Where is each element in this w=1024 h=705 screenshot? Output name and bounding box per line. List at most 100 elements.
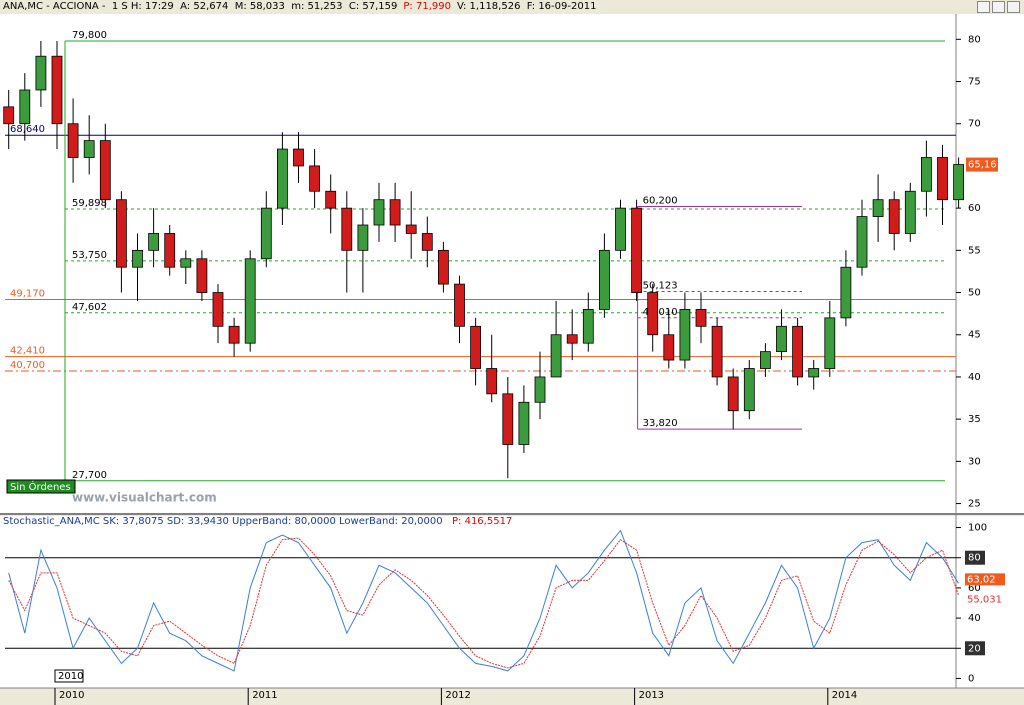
candle-body (293, 148, 304, 167)
candle-body (67, 123, 79, 158)
candle-body (534, 376, 546, 403)
support-label: 40,700 (10, 360, 45, 371)
candle-body (518, 401, 530, 445)
last-value-box (965, 573, 1005, 586)
fib-label: 50,123 (643, 281, 678, 292)
candle-body (260, 207, 272, 260)
candle-body (470, 325, 482, 369)
candle-body (373, 199, 385, 226)
candle-body (116, 199, 127, 268)
candle-body (647, 292, 659, 336)
candle-body (3, 106, 15, 125)
candle-body (164, 233, 176, 268)
candle-body (437, 249, 449, 285)
y-tick-label: 75 (968, 77, 981, 88)
candle-body (421, 233, 433, 251)
y-tick-label: 60 (968, 583, 981, 594)
last-value-box (965, 593, 1005, 606)
candle-body (550, 334, 562, 378)
candle-body (888, 199, 900, 234)
band-box (965, 641, 985, 656)
candle-body (180, 258, 192, 268)
candle-body (454, 283, 465, 327)
y-tick-label: 30 (968, 456, 981, 467)
range-label: 79,800 (72, 30, 107, 41)
header-field: P: 71,990 (403, 1, 451, 12)
y-tick-label: 40 (968, 613, 981, 624)
candle-body (99, 140, 111, 201)
candle-body (405, 224, 417, 234)
candle-body (840, 266, 852, 319)
y-tick-label: 35 (968, 414, 981, 425)
window-buttons (977, 1, 1020, 13)
watermark: www.visualchart.com (72, 491, 217, 505)
stoch-title: Stochastic_ANA,MC SK: 37,8075 SD: 33,943… (3, 516, 443, 527)
cursor-label: 2010 (58, 671, 83, 682)
candle-body (244, 258, 256, 344)
candle-body (872, 199, 884, 217)
y-tick-label: 40 (968, 372, 981, 383)
candle-body (599, 249, 610, 310)
candle-body (808, 368, 820, 378)
candle-body (663, 334, 675, 361)
candle-body (695, 309, 707, 327)
last-value-label: 55,031 (967, 594, 1002, 605)
header-field: ANA,MC - ACCIONA - 1 S H: 17:29 A: 52,67… (3, 1, 398, 12)
y-tick-label: 100 (968, 523, 987, 534)
candle-body (760, 351, 771, 369)
candle-body (276, 148, 288, 209)
candle-body (824, 317, 836, 369)
range-label: 59,898 (72, 198, 107, 209)
candle-body (357, 224, 369, 251)
candle-body (727, 376, 739, 412)
range-label: 53,750 (72, 250, 107, 261)
x-tick-label: 2010 (59, 690, 84, 701)
candle-body (743, 368, 755, 412)
y-tick-label: 0 (968, 673, 974, 684)
fib-label: 60,200 (643, 195, 678, 206)
x-tick-label: 2012 (445, 690, 470, 701)
cursor-box (54, 669, 84, 683)
candle-body (148, 233, 160, 251)
candle-body (228, 325, 240, 344)
y-tick-label: 80 (968, 34, 981, 45)
y-tick-label: 45 (968, 330, 981, 341)
minimize-button[interactable] (977, 1, 990, 13)
candle-body (196, 258, 208, 293)
range-label: 27,700 (72, 470, 107, 481)
candle-body (679, 309, 691, 361)
candle-body (502, 393, 514, 445)
candle-body (792, 325, 803, 378)
candle-body (776, 325, 787, 353)
candle-body (19, 89, 31, 125)
candle-body (309, 165, 321, 192)
header-field: V: 1,118,526 F: 16-09-2011 (456, 1, 597, 12)
support-label: 42,410 (10, 346, 45, 357)
candle-body (631, 207, 642, 293)
candle-body (486, 368, 498, 395)
band-box (965, 550, 985, 565)
candle-body (325, 190, 337, 209)
y-tick-label: 60 (968, 203, 981, 214)
quote-header: ANA,MC - ACCIONA - 1 S H: 17:29 A: 52,67… (0, 0, 943, 14)
orders-button-label: Sin Órdenes (10, 480, 71, 493)
stoch-title-extra: P: 416,5517 (452, 516, 512, 527)
y-tick-label: 20 (968, 643, 981, 654)
candle-body (35, 55, 47, 91)
x-tick-label: 2014 (832, 690, 857, 701)
y-tick-label: 80 (968, 553, 981, 564)
candle-body (83, 140, 95, 158)
stoch-line (8, 537, 960, 669)
y-tick-label: 55 (968, 245, 981, 256)
maximize-button[interactable] (992, 1, 1005, 13)
orders-button[interactable] (6, 479, 76, 494)
candle-body (566, 334, 578, 344)
candle-body (51, 55, 63, 125)
close-button[interactable] (1007, 1, 1020, 13)
y-tick-label: 25 (968, 499, 981, 510)
candle-body (341, 207, 353, 251)
candle-body (389, 199, 401, 226)
candle-body (711, 325, 723, 378)
last-price-label: 65,16 (968, 160, 997, 171)
